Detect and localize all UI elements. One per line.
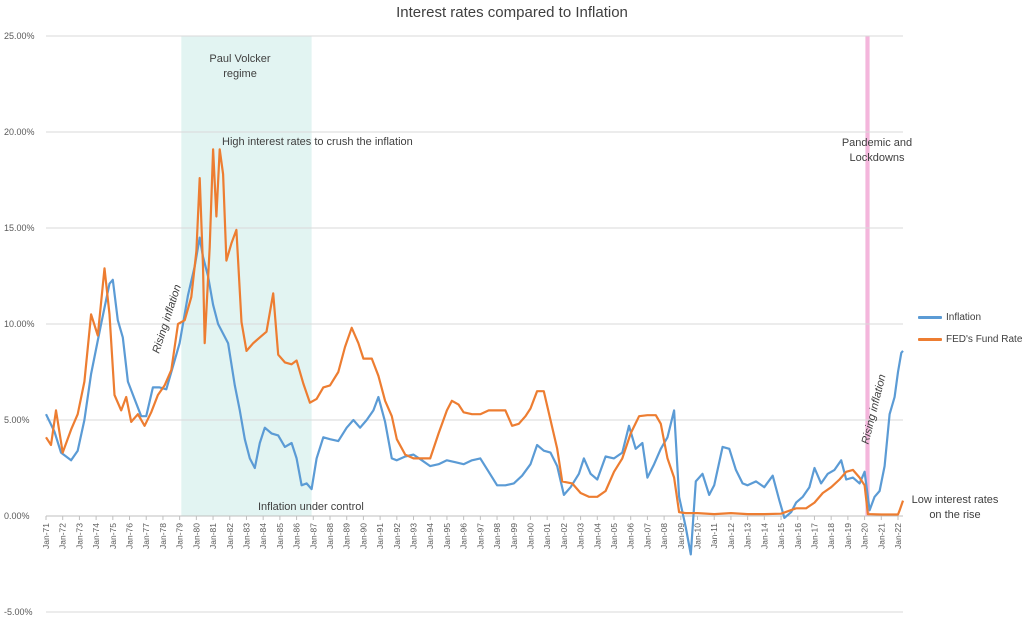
x-tick-label: Jan-92: [392, 523, 402, 549]
x-tick-label: Jan-17: [809, 523, 819, 549]
x-tick-label: Jan-20: [860, 523, 870, 549]
x-tick-label: Jan-88: [325, 523, 335, 549]
x-tick-label: Jan-73: [74, 523, 84, 549]
x-tick-label: Jan-01: [542, 523, 552, 549]
x-tick-label: Jan-15: [776, 523, 786, 549]
x-tick-label: Jan-00: [525, 523, 535, 549]
x-tick-label: Jan-11: [709, 523, 719, 549]
x-tick-label: Jan-89: [342, 523, 352, 549]
x-tick-label: Jan-79: [175, 523, 185, 549]
x-tick-label: Jan-93: [409, 523, 419, 549]
legend-swatch-fed-rate: [918, 337, 942, 341]
y-tick-label: 5.00%: [4, 415, 30, 425]
x-tick-label: Jan-07: [642, 523, 652, 549]
x-tick-label: Jan-71: [41, 523, 51, 549]
x-tick-label: Jan-94: [425, 523, 435, 549]
x-tick-label: Jan-16: [793, 523, 803, 549]
x-tick-label: Jan-05: [609, 523, 619, 549]
annotation-high-rates: High interest rates to crush the inflati…: [222, 136, 413, 148]
x-tick-label: Jan-86: [292, 523, 302, 549]
x-tick-label: Jan-09: [676, 523, 686, 549]
y-tick-label: 20.00%: [4, 127, 35, 137]
annotation-pandemic: Pandemic and: [842, 137, 912, 149]
legend: Inflation FED's Fund Rate: [918, 306, 1022, 350]
x-tick-label: Jan-10: [693, 523, 703, 549]
annotation-rising-inflation-2: Rising inflation: [860, 373, 889, 445]
y-tick-label: 15.00%: [4, 223, 35, 233]
x-tick-label: Jan-14: [759, 523, 769, 549]
y-tick-label: 25.00%: [4, 31, 35, 41]
x-tick-label: Jan-97: [475, 523, 485, 549]
x-tick-label: Jan-95: [442, 523, 452, 549]
x-tick-label: Jan-96: [459, 523, 469, 549]
annotation-volcker: regime: [223, 68, 257, 80]
x-tick-label: Jan-77: [141, 523, 151, 549]
legend-swatch-inflation: [918, 315, 942, 319]
x-tick-label: Jan-84: [258, 523, 268, 549]
annotation-low-rates: Low interest rates: [912, 494, 999, 506]
x-tick-label: Jan-04: [592, 523, 602, 549]
legend-label-inflation: Inflation: [946, 311, 982, 323]
chart-title: Interest rates compared to Inflation: [396, 4, 628, 21]
x-tick-label: Jan-78: [158, 523, 168, 549]
x-tick-label: Jan-06: [626, 523, 636, 549]
x-tick-label: Jan-91: [375, 523, 385, 549]
x-tick-label: Jan-18: [826, 523, 836, 549]
legend-item-fed-rate: FED's Fund Rate: [918, 328, 1022, 350]
annotation-pandemic: Lockdowns: [849, 152, 905, 164]
x-tick-label: Jan-19: [843, 523, 853, 549]
legend-label-fed-rate: FED's Fund Rate: [946, 333, 1023, 345]
x-tick-label: Jan-21: [876, 523, 886, 549]
x-tick-label: Jan-02: [559, 523, 569, 549]
x-tick-label: Jan-80: [191, 523, 201, 549]
x-tick-label: Jan-22: [893, 523, 903, 549]
x-tick-label: Jan-13: [743, 523, 753, 549]
x-tick-label: Jan-12: [726, 523, 736, 549]
x-tick-label: Jan-81: [208, 523, 218, 549]
annotation-volcker: Paul Volcker: [209, 53, 270, 65]
x-tick-label: Jan-83: [241, 523, 251, 549]
y-tick-label: -5.00%: [4, 607, 33, 617]
x-tick-label: Jan-74: [91, 523, 101, 549]
x-tick-label: Jan-76: [125, 523, 135, 549]
annotation-low-rates: on the rise: [929, 509, 980, 521]
x-tick-label: Jan-72: [58, 523, 68, 549]
x-tick-label: Jan-90: [358, 523, 368, 549]
shaded-region-1: [865, 36, 870, 516]
x-tick-label: Jan-98: [492, 523, 502, 549]
x-tick-label: Jan-82: [225, 523, 235, 549]
legend-item-inflation: Inflation: [918, 306, 1022, 328]
x-tick-label: Jan-87: [308, 523, 318, 549]
x-tick-label: Jan-99: [509, 523, 519, 549]
series-line-fed-rate: [45, 148, 905, 516]
x-tick-label: Jan-03: [576, 523, 586, 549]
annotation-under-control: Inflation under control: [258, 501, 364, 513]
x-tick-label: Jan-08: [659, 523, 669, 549]
y-tick-label: 0.00%: [4, 511, 30, 521]
y-tick-label: 10.00%: [4, 319, 35, 329]
x-tick-label: Jan-75: [108, 523, 118, 549]
x-tick-label: Jan-85: [275, 523, 285, 549]
